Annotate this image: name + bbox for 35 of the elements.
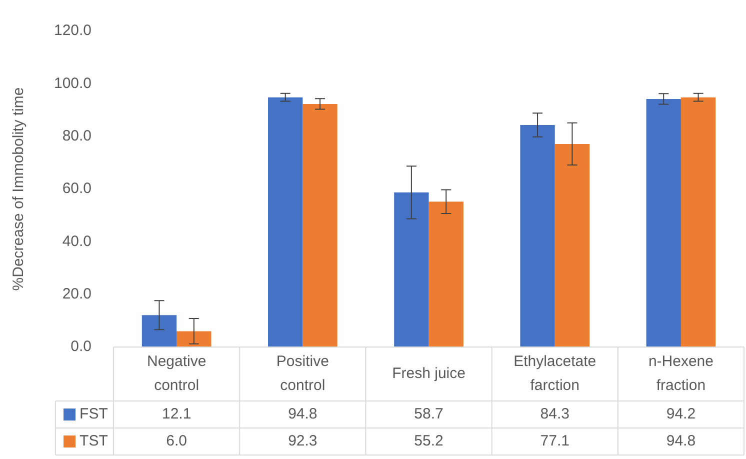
bar — [428, 202, 464, 347]
x-tick-label: Fresh juice — [392, 365, 466, 382]
y-tick-label: 80.0 — [62, 127, 92, 144]
data-label: 55.2 — [414, 432, 444, 450]
bar — [302, 104, 338, 347]
bar — [176, 331, 212, 347]
bar — [268, 97, 303, 347]
y-tick-label: 100.0 — [54, 74, 92, 92]
bar — [554, 144, 590, 347]
y-tick-label: 20.0 — [62, 285, 92, 302]
bar — [520, 125, 555, 347]
data-label: 6.0 — [166, 432, 188, 450]
data-label: 58.7 — [414, 406, 444, 423]
x-tick-label: Negative control — [146, 353, 206, 394]
bar — [680, 97, 716, 347]
x-tick-label: Positive control — [276, 353, 329, 394]
y-tick-label: 120.0 — [54, 22, 92, 40]
legend-label: TST — [80, 432, 108, 450]
legend-label: FST — [80, 406, 108, 423]
y-tick-label: 40.0 — [62, 232, 92, 250]
y-tick-label: 60.0 — [62, 180, 92, 198]
bar — [646, 98, 681, 347]
bar — [394, 192, 429, 347]
y-axis-title: %Decrease of Immobolity time — [10, 87, 28, 291]
data-label: 94.8 — [288, 406, 318, 423]
data-label: 12.1 — [162, 406, 192, 423]
data-label: 94.8 — [666, 432, 696, 450]
y-tick-label: 0.0 — [70, 338, 92, 356]
x-tick-label: Ethylacetate farction — [514, 353, 596, 394]
data-label: 92.3 — [288, 432, 318, 450]
data-label: 94.2 — [666, 406, 696, 423]
data-label: 77.1 — [540, 432, 570, 450]
data-label: 84.3 — [540, 406, 570, 423]
x-tick-label: n-Hexene fraction — [648, 353, 714, 394]
bar — [142, 315, 177, 347]
